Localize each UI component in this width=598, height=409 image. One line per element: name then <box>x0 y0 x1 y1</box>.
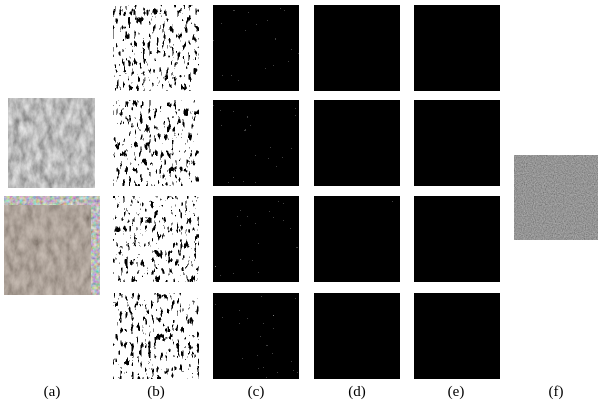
panel-label: (e) <box>448 384 465 400</box>
feature-map <box>414 293 500 379</box>
feature-map <box>314 100 400 186</box>
panchromatic-image <box>8 98 95 188</box>
feature-map <box>314 5 400 91</box>
panel-label: (b) <box>147 384 165 400</box>
feature-map <box>113 196 199 282</box>
hyperspectral-cube <box>4 196 100 295</box>
feature-map <box>213 293 299 379</box>
feature-map <box>414 100 500 186</box>
feature-map <box>314 196 400 282</box>
feature-map <box>113 293 199 379</box>
feature-map <box>113 100 199 186</box>
panel-label: (d) <box>348 384 366 400</box>
image-grid <box>113 5 500 379</box>
noise-image <box>514 155 598 240</box>
panel-label: (a) <box>44 384 61 400</box>
feature-map <box>414 5 500 91</box>
feature-map <box>414 196 500 282</box>
panel-label: (f) <box>549 384 564 400</box>
feature-map <box>213 5 299 91</box>
feature-map <box>213 196 299 282</box>
panel-label: (c) <box>248 384 265 400</box>
feature-map <box>213 100 299 186</box>
feature-map <box>113 5 199 91</box>
figure: (a) (b) (c) (d) (e) (f) <box>0 0 598 409</box>
feature-map <box>314 293 400 379</box>
